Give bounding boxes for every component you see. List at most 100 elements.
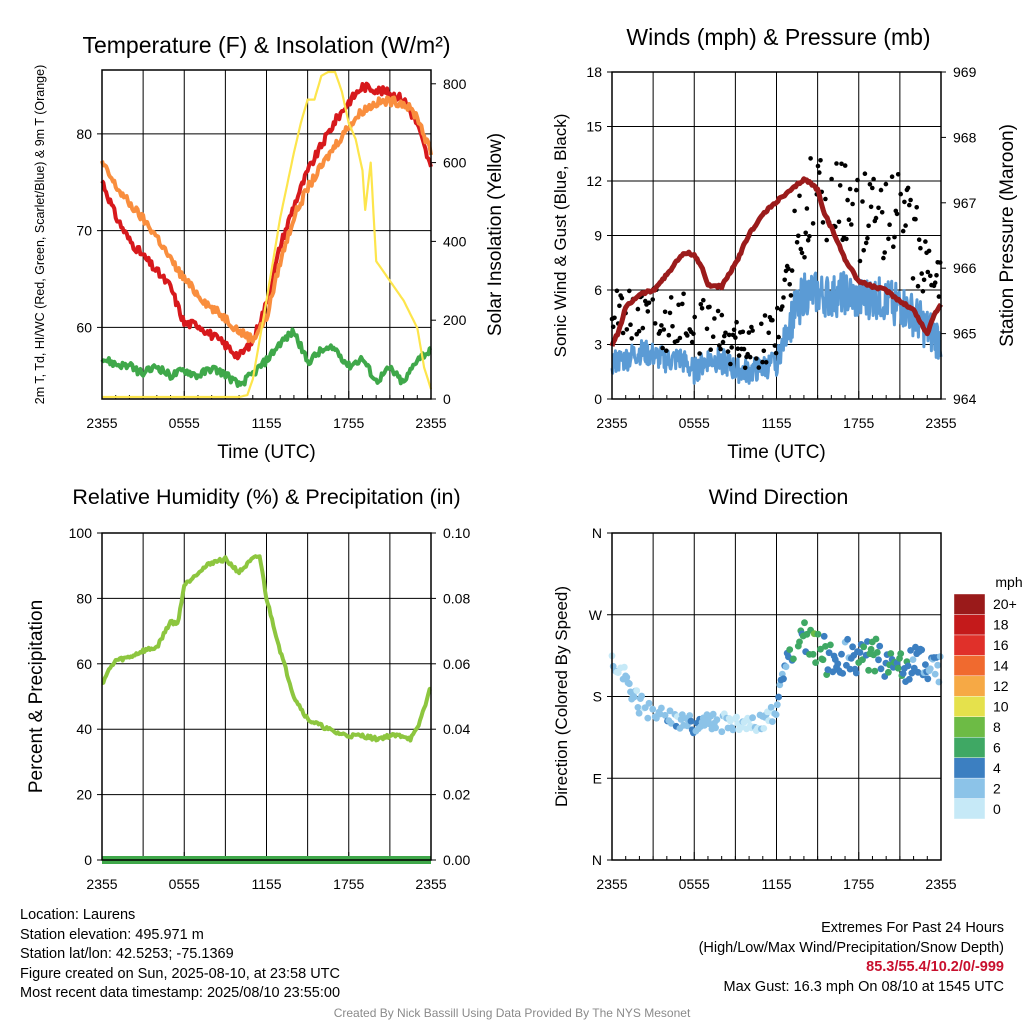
gust-point: [788, 293, 794, 298]
gust-point: [657, 328, 663, 334]
wind-dir-point: [687, 717, 695, 725]
y-tick-label: 3: [594, 337, 602, 353]
x-tick-label: 0555: [679, 415, 710, 431]
gust-point: [726, 332, 732, 338]
y2-tick-label: 0.02: [443, 787, 470, 803]
colorbar-swatch: [953, 716, 986, 738]
gust-point: [919, 271, 924, 276]
gust-point: [908, 197, 913, 203]
gust-point: [781, 295, 786, 300]
y-tick-label: 70: [76, 223, 92, 239]
wind-dir-point: [729, 726, 737, 734]
colorbar-swatch: [953, 798, 986, 820]
wind-dir-point: [712, 724, 719, 732]
gust-point: [891, 244, 896, 249]
extremes-title: Extremes For Past 24 Hours: [821, 920, 1004, 936]
gust-point: [802, 254, 807, 260]
gust-point: [815, 163, 821, 169]
gust-point: [804, 206, 810, 211]
wind-dir-point: [909, 656, 917, 663]
wind-dir-point: [760, 725, 768, 732]
gust-point: [762, 313, 768, 318]
gust-point: [710, 334, 716, 340]
gust-point: [889, 174, 895, 179]
wind-dir-point: [876, 642, 884, 650]
y-tick-label: E: [593, 770, 602, 786]
colorbar-label: 12: [993, 678, 1009, 694]
x-tick-label: 0555: [169, 415, 200, 431]
gust-point: [759, 321, 764, 327]
gust-point: [661, 327, 667, 332]
gust-point: [837, 183, 843, 188]
wind-dir-point: [926, 665, 934, 673]
gust-point: [887, 222, 892, 227]
gust-point: [742, 365, 748, 371]
extremes-panel: Extremes For Past 24 Hours (High/Low/Max…: [699, 919, 1004, 997]
gust-point: [921, 277, 927, 283]
gust-point: [731, 327, 737, 333]
wind-dir-point: [834, 660, 842, 668]
colorbar-label: 18: [993, 617, 1009, 633]
gust-point: [617, 303, 622, 309]
wind-dir-point: [645, 699, 653, 707]
gust-point: [692, 314, 697, 320]
gust-point: [867, 182, 873, 187]
gust-point: [708, 347, 713, 353]
y2-tick-label: 0.04: [443, 721, 470, 737]
gust-point: [718, 346, 723, 352]
wind-dir-point: [644, 714, 652, 722]
gust-point: [749, 324, 754, 330]
station-location: Location: Laurens: [20, 907, 136, 923]
wind-dir-point: [638, 692, 645, 700]
gust-point: [903, 223, 908, 228]
gust-point: [836, 219, 842, 225]
wind-dir-point: [867, 645, 875, 653]
gust-point: [789, 268, 795, 273]
y-tick-label: 80: [76, 126, 92, 142]
colorbar-label: 14: [993, 658, 1009, 674]
wind-dir-point: [809, 650, 817, 658]
colorbar-swatch: [953, 614, 986, 636]
gust-point: [620, 330, 626, 336]
wind-dir-point: [936, 653, 944, 660]
gust-point: [619, 295, 625, 301]
gust-point: [847, 186, 853, 192]
gust-point: [866, 223, 871, 229]
gust-point: [681, 291, 686, 297]
chart-title: Wind Direction: [709, 485, 849, 509]
gust-point: [915, 283, 921, 289]
wind-dir-point: [780, 675, 787, 683]
gust-point: [756, 365, 762, 370]
gust-point: [720, 339, 726, 345]
gust-point: [860, 199, 865, 204]
x-axis-label: Time (UTC): [727, 442, 826, 463]
gust-point: [870, 185, 875, 191]
colorbar-title: mph: [995, 574, 1022, 590]
series-line-rh: [101, 554, 432, 743]
wind-dir-point: [931, 670, 939, 678]
gust-point: [786, 266, 791, 272]
wind-dir-point: [727, 717, 734, 725]
gust-point: [612, 315, 617, 321]
gust-point: [733, 335, 738, 340]
wind-dir-point: [856, 649, 864, 656]
wind-dir-point: [786, 646, 794, 653]
x-tick-label: 2355: [86, 415, 117, 431]
gust-point: [862, 171, 868, 176]
x-tick-label: 1755: [843, 876, 874, 892]
x-tick-label: 0555: [679, 876, 710, 892]
gust-point: [803, 230, 808, 236]
colorbar-swatch: [953, 634, 986, 656]
wind-dir-point: [873, 649, 881, 656]
y-axis-label: 2m T, Td, HI/WC (Red, Green, Scarlet/Blu…: [33, 65, 47, 404]
gust-point: [689, 339, 695, 345]
gust-point: [754, 356, 759, 361]
gust-point: [627, 288, 632, 294]
gust-point: [797, 193, 802, 199]
chart-title: Winds (mph) & Pressure (mb): [626, 24, 930, 50]
x-tick-label: 2355: [925, 415, 956, 431]
y2-axis-label: Station Pressure (Maroon): [997, 124, 1018, 347]
colorbar-label: 2: [993, 780, 1001, 796]
gust-point: [855, 177, 860, 183]
gust-point: [766, 330, 771, 336]
